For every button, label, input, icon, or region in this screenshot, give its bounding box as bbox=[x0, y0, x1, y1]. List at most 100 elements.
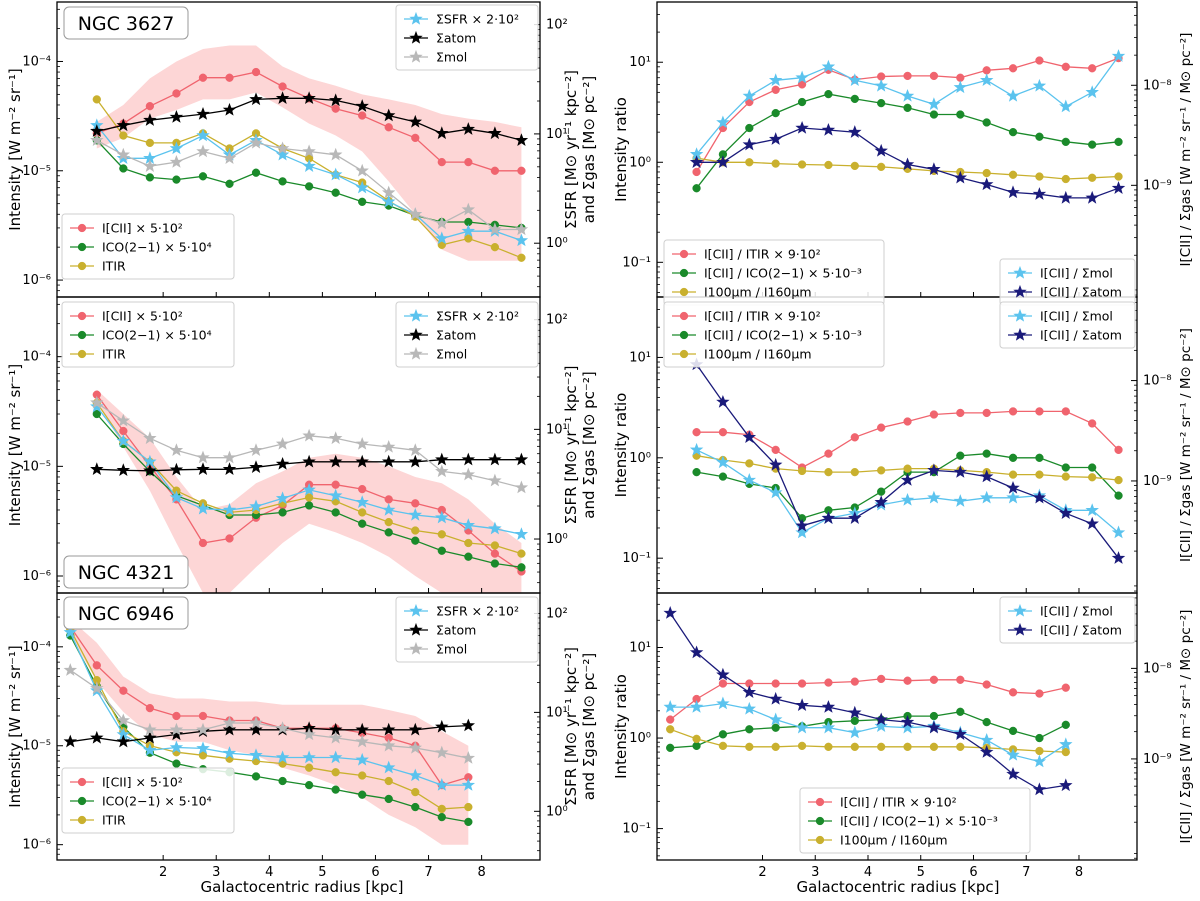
int-2-cii_int-line bbox=[69, 626, 469, 786]
ratio-2-r_co-line bbox=[670, 711, 1067, 749]
int-2-tir_int-point-13 bbox=[411, 787, 420, 797]
legend-int-b-2-label-2: Σmol bbox=[436, 642, 467, 657]
int-0-cii_int bbox=[92, 67, 526, 175]
ratio-2-r_100-point-15 bbox=[1061, 747, 1070, 757]
xtick-left-2-ticklabel-3: 5 bbox=[318, 865, 326, 880]
legend-int-b-1-label-0: ΣSFR × 2·10² bbox=[436, 309, 519, 324]
int-1-sfr-point-7 bbox=[275, 491, 290, 505]
int-0-mol-point-13 bbox=[435, 216, 449, 230]
ratio-2-r_mol-point-2 bbox=[716, 696, 730, 710]
int-0-atom-point-8 bbox=[302, 91, 316, 104]
ratio-1-r_tir-point-13 bbox=[1035, 407, 1044, 416]
ratio-2-r_atom-point-9 bbox=[900, 715, 915, 728]
ratio-2-r_tir-point-5 bbox=[797, 679, 807, 688]
int-1-tir_int-point-15 bbox=[490, 541, 500, 550]
legend-ratio-b-0-marker-0 bbox=[1013, 265, 1027, 279]
int-2-tir_int-line bbox=[69, 629, 469, 810]
xtick-left-2-ticklabel-0: 2 bbox=[159, 865, 167, 880]
ratio-2-r_co-point-11 bbox=[956, 707, 965, 716]
int-0-mol-point-1 bbox=[116, 147, 131, 161]
int-1-mol-point-5 bbox=[222, 450, 237, 464]
legend-int-a-1-marker-0 bbox=[77, 311, 87, 321]
int-1-co_int-point-10 bbox=[358, 519, 367, 528]
ratio-1-r_tir-point-11 bbox=[982, 408, 991, 418]
int-1-mol-point-3 bbox=[169, 443, 184, 456]
ratio-1-r_tir-point-1 bbox=[718, 428, 728, 437]
int-2-sfr-point-8 bbox=[275, 750, 290, 764]
legend-int-a-2: I[CII] × 5·10² ICO(2−1) × 5·10⁴ ITIR bbox=[61, 767, 235, 834]
ratio-0-r_mol-point-7 bbox=[874, 78, 888, 92]
ratio-1-r_atom-point-14 bbox=[1059, 506, 1073, 519]
ratio-0-r_100-point-7 bbox=[877, 162, 886, 171]
ratio-0-r_mol-point-3 bbox=[768, 73, 783, 86]
ratio-0-r_mol-point-16 bbox=[1111, 49, 1126, 62]
int-1-atom-point-11 bbox=[381, 454, 396, 468]
int-1-co_int-point-12 bbox=[411, 536, 420, 545]
int-0-tir_int-point-16 bbox=[517, 253, 526, 262]
int-1-sfr-point-5 bbox=[222, 502, 237, 516]
int-1-atom-point-1 bbox=[116, 463, 131, 477]
ratio-0-r_atom-point-13 bbox=[1032, 187, 1047, 200]
ratio-0-r_100-point-5 bbox=[824, 160, 833, 170]
band-2 bbox=[70, 619, 469, 845]
int-1-tir_int-point-14 bbox=[464, 538, 473, 548]
legend-int-a-2-box bbox=[61, 767, 235, 834]
ratio-1-r_atom-point-11 bbox=[979, 469, 994, 483]
int-0-tir_int-point-2 bbox=[145, 138, 155, 148]
ratio-2-r_co-point-7 bbox=[850, 716, 859, 725]
ratio-1-r_mol-point-3 bbox=[768, 485, 783, 499]
ratio-1-r_co-point-7 bbox=[877, 487, 886, 496]
int-1-atom-point-8 bbox=[302, 454, 316, 468]
int-1-sfr-point-10 bbox=[355, 495, 369, 508]
legend-ratio-b-0-label-0: I[CII] / Σmol bbox=[1040, 266, 1113, 281]
xtick-left-2-ticklabel-6: 8 bbox=[477, 865, 485, 880]
int-1-atom-point-16 bbox=[514, 452, 529, 466]
int-2-cii_int-point-2 bbox=[119, 686, 128, 695]
ratio-1-r_atom-point-7 bbox=[874, 495, 888, 509]
int-1-sfr-point-12 bbox=[408, 507, 423, 521]
ratio-1-r_co-point-0 bbox=[692, 467, 701, 477]
ratio-0-r_co-point-16 bbox=[1114, 137, 1123, 146]
legend-ratio-a-0-label-0: I[CII] / ITIR × 9·10² bbox=[704, 247, 821, 262]
ratio-2-r_atom-point-13 bbox=[1006, 767, 1020, 780]
int-1-atom-point-5 bbox=[222, 462, 237, 475]
int-2-co_int-point-13 bbox=[411, 802, 420, 812]
int-2-atom-point-3 bbox=[143, 730, 157, 744]
legend-ratio-b-1-marker-1 bbox=[1013, 327, 1027, 341]
ratio-1-r_co-line bbox=[696, 453, 1119, 519]
ratio-2-r_co-point-14 bbox=[1035, 733, 1044, 743]
ytick-right-1-label-0: 10⁻¹ bbox=[622, 551, 651, 566]
y2tick-right-1-label-0: 10⁻⁹ bbox=[1143, 474, 1172, 489]
legend-ratio-b-1-box bbox=[999, 301, 1136, 349]
int-0-mol-point-15 bbox=[488, 222, 502, 236]
ratio-2-r_co-point-3 bbox=[745, 725, 754, 734]
ratio-1-r_co bbox=[692, 449, 1123, 523]
ratio-0-r_co-point-0 bbox=[692, 184, 701, 193]
legend-ratio-a-0: I[CII] / ITIR × 9·10² I[CII] / ICO(2−1) ×… bbox=[663, 239, 885, 306]
ratio-0-r_100-point-14 bbox=[1061, 174, 1070, 184]
ratio-1-r_tir-point-6 bbox=[850, 433, 859, 442]
ratio-1-r_100-point-2 bbox=[745, 459, 754, 468]
int-0-mol-point-11 bbox=[381, 185, 396, 199]
ratio-1-r_tir-point-12 bbox=[1008, 407, 1018, 416]
ratio-0-r_tir-point-8 bbox=[903, 71, 912, 81]
int-0-cii_int-point-2 bbox=[145, 102, 155, 111]
int-2-atom-point-11 bbox=[355, 722, 369, 736]
ratio-2-r_atom-point-4 bbox=[768, 691, 783, 705]
ratio-0-r_tir-point-9 bbox=[929, 71, 939, 81]
int-2-co_int-point-14 bbox=[437, 812, 446, 822]
ratio-1-r_100-point-12 bbox=[1008, 470, 1018, 479]
ytick-right-2-label-2: 10¹ bbox=[629, 641, 651, 656]
int-0-tir_int-point-0 bbox=[92, 95, 101, 104]
ratio-2-r_100-line bbox=[669, 728, 1066, 753]
ytick-right-0-label-2: 10¹ bbox=[629, 55, 651, 70]
int-1-sfr-point-16 bbox=[514, 527, 529, 540]
ratio-2-r_atom bbox=[663, 606, 1073, 796]
ylabel-left-1: Intensity [W m⁻² sr⁻¹] bbox=[6, 364, 24, 527]
int-1-co_int-point-9 bbox=[331, 508, 340, 517]
legend-int-b-2-marker-2 bbox=[409, 641, 423, 655]
xtick-right-2-ticklabel-1: 3 bbox=[811, 865, 819, 880]
ratio-2-r_co-point-13 bbox=[1008, 726, 1018, 736]
ratio-2-r_tir-point-8 bbox=[877, 674, 886, 684]
uncertainty-bands bbox=[70, 45, 522, 845]
